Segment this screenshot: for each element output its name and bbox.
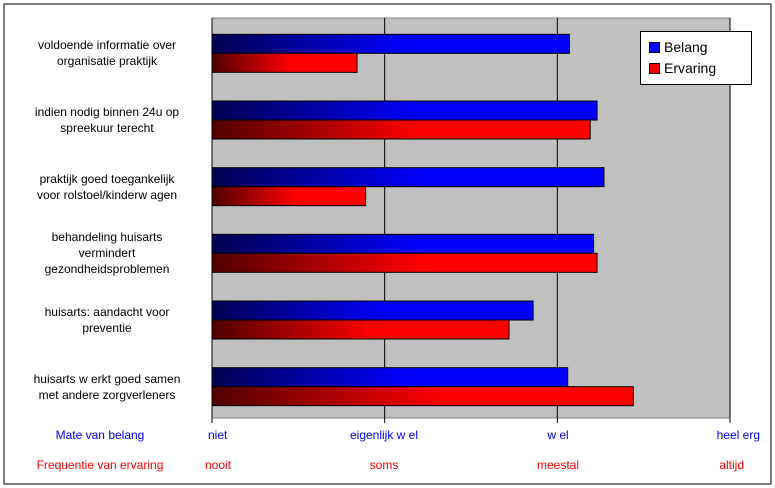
bar-ervaring xyxy=(211,319,510,340)
scale-tick: altijd xyxy=(719,458,744,472)
scale-title-belang: Mate van belang xyxy=(55,428,145,442)
bar-belang xyxy=(211,33,570,54)
scale-tick: eigenlijk w el xyxy=(349,428,419,442)
bars xyxy=(211,33,634,407)
bar-belang xyxy=(211,367,569,388)
scale-row-ervaring: Frequentie van ervaring nooit soms meest… xyxy=(0,458,775,476)
scale-row-belang: Mate van belang niet eigenlijk w el w el… xyxy=(0,428,775,446)
bar-ervaring xyxy=(211,186,367,207)
bar-belang xyxy=(211,100,598,121)
gridlines xyxy=(211,18,731,423)
bar-belang xyxy=(211,300,534,321)
legend-item-belang: Belang xyxy=(649,38,708,56)
category-label: indien nodig binnen 24u op spreekuur ter… xyxy=(34,105,180,135)
legend-swatch-ervaring xyxy=(649,62,660,74)
category-label: huisarts: aandacht voor preventie xyxy=(44,305,170,335)
bar-ervaring xyxy=(211,386,634,407)
scale-tick: heel erg xyxy=(716,428,760,442)
bar-ervaring xyxy=(211,119,591,140)
category-label: voldoende informatie over organisatie pr… xyxy=(37,38,177,69)
legend-item-ervaring: Ervaring xyxy=(649,59,716,77)
chart-border xyxy=(3,3,772,485)
legend-label-ervaring: Ervaring xyxy=(664,60,717,76)
legend: Belang Ervaring xyxy=(640,31,752,85)
scale-title-ervaring: Frequentie van ervaring xyxy=(36,458,164,472)
scale-tick: w el xyxy=(547,428,569,442)
legend-label-belang: Belang xyxy=(664,39,708,55)
scale-tick: niet xyxy=(208,428,228,442)
scale-tick: nooit xyxy=(205,458,232,472)
scale-tick: meestal xyxy=(536,458,580,472)
category-label: praktijk goed toegankelijk voor rolstoel… xyxy=(36,171,178,202)
bar-belang xyxy=(211,167,605,188)
category-label: behandeling huisarts vermindert gezondhe… xyxy=(44,230,170,277)
bar-ervaring xyxy=(211,252,598,273)
bar-belang xyxy=(211,233,595,254)
legend-swatch-belang xyxy=(649,41,660,53)
scale-tick: soms xyxy=(369,458,399,472)
bar-ervaring xyxy=(211,52,358,73)
category-label: huisarts w erkt goed samen met andere zo… xyxy=(33,371,181,402)
